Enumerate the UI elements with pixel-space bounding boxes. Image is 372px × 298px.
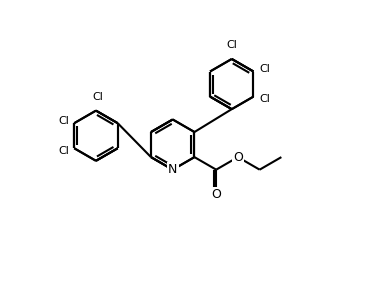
Text: Cl: Cl — [92, 92, 103, 102]
Text: Cl: Cl — [58, 146, 69, 156]
Text: N: N — [168, 163, 177, 176]
Text: Cl: Cl — [260, 94, 270, 104]
Text: O: O — [233, 150, 243, 164]
Text: O: O — [211, 188, 221, 201]
Text: Cl: Cl — [58, 116, 69, 125]
Text: Cl: Cl — [260, 64, 270, 74]
Text: Cl: Cl — [226, 40, 237, 50]
